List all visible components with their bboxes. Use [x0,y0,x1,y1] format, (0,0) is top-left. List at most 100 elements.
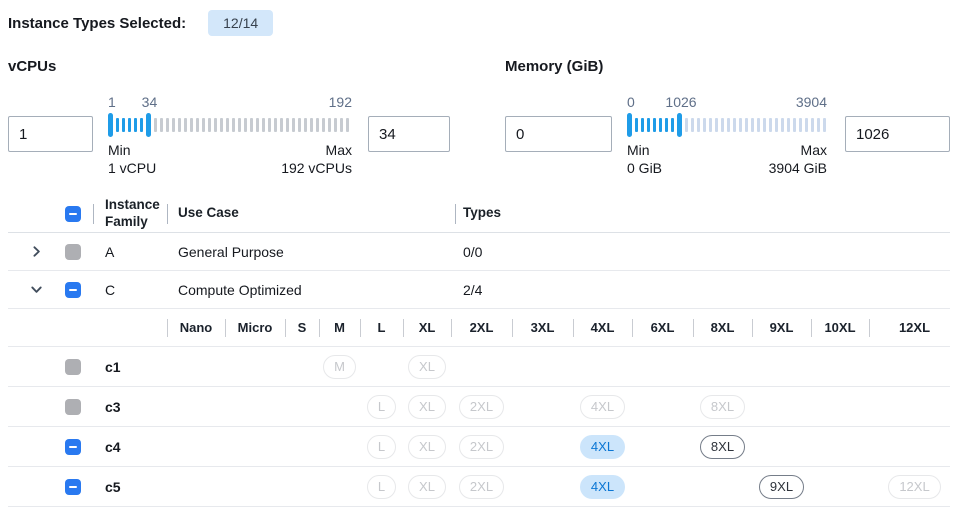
memory-max-input[interactable] [845,116,950,152]
expand-toggle-expanded-icon[interactable] [8,282,57,297]
select-all-checkbox[interactable] [65,205,81,222]
size-cell-xl: XL [403,467,451,506]
slider-tick-inactive [793,118,796,132]
size-label: 2XL [469,320,494,335]
size-label: M [334,320,345,335]
slider-tick-inactive [769,118,772,132]
slider-tick-inactive [238,118,241,132]
slider-tick-active [122,118,125,132]
family-column-header: Instance Family [93,197,167,231]
slider-min-handle[interactable] [108,113,113,137]
memory-slider[interactable]: 0 1026 3904 Min 0 GiB Max 3904 GiB [627,94,827,177]
vcpus-min-input[interactable] [8,116,93,152]
size-cell-l [360,347,403,386]
size-pill-8xl-enabled[interactable]: 8XL [699,434,746,459]
size-cell-4xl: 4XL [573,467,632,506]
family-name: A [105,243,115,260]
sizes-row-spacer [8,309,167,346]
checkbox-indeterminate[interactable] [65,478,81,495]
slider-tick-inactive [823,118,826,132]
size-cell-2xl: 2XL [451,387,512,426]
slider-tick-inactive [328,118,331,132]
expand-toggle-collapsed-icon[interactable] [8,244,57,259]
family-checkbox-cell [57,243,93,260]
instance-checkbox-cell [57,358,93,375]
size-cell-10xl [811,387,869,426]
checkbox-indeterminate[interactable] [65,281,81,298]
size-cell-10xl [811,467,869,506]
slider-tick-active [659,118,662,132]
slider-tick-inactive [292,118,295,132]
memory-min-input[interactable] [505,116,612,152]
size-pill-4xl-selected[interactable]: 4XL [579,434,626,459]
size-column-header-12xl: 12XL [869,309,957,346]
slider-tick-inactive [274,118,277,132]
size-cell-nano [167,387,225,426]
slider-max-handle[interactable] [146,113,151,137]
instance-name: c1 [105,358,121,375]
size-label: S [297,320,307,335]
checkbox-disabled [65,398,81,415]
minus-glyph [69,212,77,215]
memory-slider-track[interactable] [627,111,827,139]
memory-slider-scale: 0 1026 3904 [627,94,827,111]
vcpus-max-input[interactable] [368,116,450,152]
checkbox-indeterminate[interactable] [65,438,81,455]
slider-max-handle[interactable] [677,113,682,137]
family-name: C [105,281,116,298]
size-label: 10XL [824,320,856,335]
instance-row-c1: c1 M XL [8,347,950,387]
vcpus-slider-track[interactable] [108,111,352,139]
slider-tick-inactive [751,118,754,132]
size-pill-l-disabled: L [366,474,397,499]
slider-tick-inactive [304,118,307,132]
family-use-case: General Purpose [178,243,284,260]
slider-tick-inactive [322,118,325,132]
vcpus-slider-scale: 1 34 192 [108,94,352,111]
slider-tick-inactive [775,118,778,132]
size-cell-4xl [573,347,632,386]
size-cell-l: L [360,467,403,506]
size-cell-m [319,467,360,506]
size-pill-9xl-enabled[interactable]: 9XL [758,474,805,499]
size-cell-12xl: 12XL [869,467,957,506]
size-cell-12xl [869,347,957,386]
slider-tick-active [647,118,650,132]
slider-tick-active [665,118,668,132]
size-cell-3xl [512,427,573,466]
select-all-cell [57,205,93,222]
slider-tick-inactive [340,118,343,132]
size-column-header-3xl: 3XL [512,309,573,346]
size-pill-4xl-selected[interactable]: 4XL [579,474,626,499]
instance-name: c5 [105,478,121,495]
size-column-header-l: L [360,309,403,346]
max-value: 3904 GiB [768,160,827,176]
size-cell-10xl [811,427,869,466]
slider-tick-inactive [250,118,253,132]
slider-tick-inactive [691,118,694,132]
slider-tick-inactive [817,118,820,132]
slider-tick-inactive [262,118,265,132]
slider-tick-active [116,118,119,132]
max-label: Max [325,142,352,158]
size-cell-xl: XL [403,427,451,466]
selected-summary-label: Instance Types Selected: [8,14,187,32]
instance-name: c4 [105,438,121,455]
scale-current-label: 1026 [665,94,697,110]
size-cell-9xl [752,387,811,426]
scale-start-label: 0 [627,94,635,110]
size-cell-s [285,427,319,466]
slider-min-handle[interactable] [627,113,632,137]
max-label: Max [800,142,827,158]
size-pill-xl-disabled: XL [408,354,446,379]
size-cell-9xl: 9XL [752,467,811,506]
size-pill-8xl-disabled: 8XL [699,394,746,419]
size-label: 6XL [650,320,675,335]
vcpus-slider[interactable]: 1 34 192 Min 1 vCPU Max 192 vCPUs [108,94,352,177]
size-cell-micro [225,387,285,426]
table-header-row: Instance Family Use Case Types [8,195,950,233]
size-cell-6xl [632,387,693,426]
slider-tick-inactive [280,118,283,132]
slider-tick-inactive [202,118,205,132]
use-case-column-header: Use Case [167,205,455,222]
